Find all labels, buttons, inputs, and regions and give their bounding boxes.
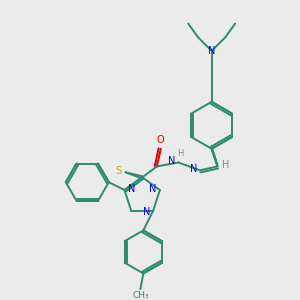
Text: N: N	[190, 164, 198, 174]
Text: N: N	[149, 184, 157, 194]
Text: H: H	[177, 149, 184, 158]
Text: N: N	[142, 207, 150, 217]
Text: H: H	[222, 160, 229, 170]
Text: N: N	[128, 184, 135, 194]
Text: N: N	[168, 155, 175, 166]
Text: N: N	[208, 46, 215, 56]
Text: S: S	[116, 166, 122, 176]
Text: CH₃: CH₃	[132, 292, 149, 300]
Text: O: O	[157, 135, 165, 145]
